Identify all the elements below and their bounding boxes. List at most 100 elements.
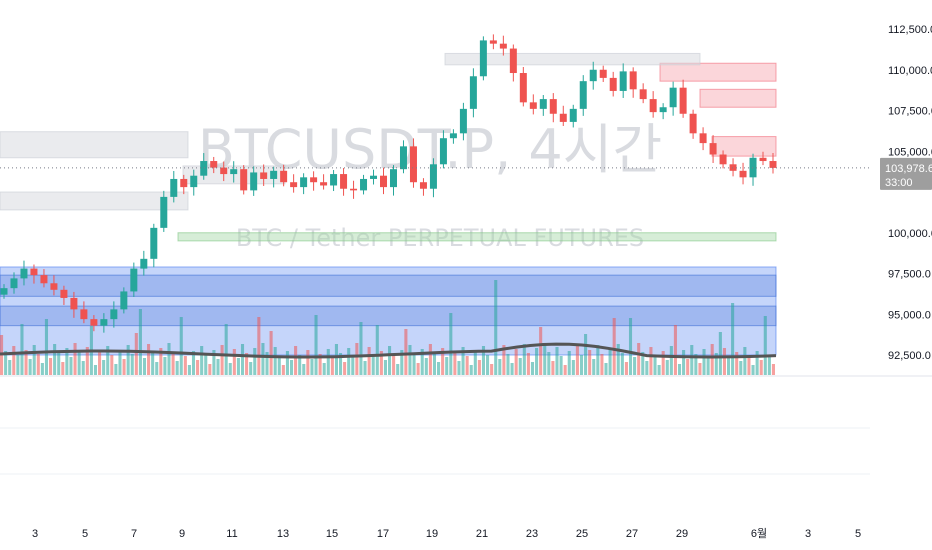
volume-bar (40, 363, 44, 375)
zone-neutral (444, 52, 701, 66)
time-tick-label: 15 (326, 528, 338, 540)
candle-body (569, 108, 577, 122)
candle-body (519, 73, 527, 103)
candle-body (509, 48, 517, 74)
candle-body (350, 188, 358, 191)
candle-body (200, 161, 208, 176)
price-tick-label: 95,000.0 (888, 309, 931, 321)
volume-bar (163, 357, 167, 375)
candle-body (170, 178, 178, 197)
candle-body (100, 319, 108, 326)
candle-body (659, 107, 667, 113)
volume-bar (265, 352, 269, 375)
volume-bar (208, 364, 212, 375)
volume-bar (36, 354, 40, 375)
time-tick-label: 29 (676, 528, 688, 540)
zone-demand-strong (0, 305, 777, 327)
candle-body (629, 71, 637, 90)
volume-bar (257, 317, 261, 375)
volume-bar (653, 356, 657, 375)
volume-bar (547, 352, 551, 375)
volume-bar (743, 347, 747, 375)
candle-body (669, 87, 677, 108)
volume-bar (706, 358, 710, 375)
volume-bar (661, 351, 665, 375)
candle-body (20, 268, 28, 279)
candle-body (220, 167, 228, 175)
time-tick-label: 25 (576, 528, 588, 540)
candle-body (559, 113, 567, 122)
volume-bar (392, 355, 396, 375)
time-tick-label: 11 (226, 528, 237, 540)
volume-bar (44, 319, 49, 375)
volume-bar (273, 347, 277, 375)
volume-bar (151, 353, 155, 375)
volume-bar (302, 364, 306, 375)
volume-bar (318, 354, 322, 375)
time-axis[interactable]: 3 5 7 9 11 13 15 17 19 21 23 25 27 29 6월 3 5 (32, 527, 861, 540)
volume-bar (673, 325, 677, 375)
volume-bar (702, 349, 706, 375)
volume-bar (481, 346, 486, 375)
volume-bar (722, 348, 726, 375)
candle-body (0, 288, 8, 295)
volume-bar (698, 363, 702, 375)
volume-bar (57, 353, 61, 375)
volume-bar (147, 344, 151, 375)
candle-body (320, 182, 328, 186)
volume-bar (551, 361, 555, 375)
volume-bar (449, 313, 453, 375)
volume-bar (269, 331, 273, 375)
candle-body (619, 71, 627, 91)
lower-pane (0, 375, 932, 475)
volume-bar (526, 353, 530, 375)
candle-body (589, 69, 597, 82)
candle-body (40, 275, 48, 284)
volume-bar (236, 358, 240, 375)
volume-bar (645, 361, 649, 375)
volume-bar (338, 353, 343, 375)
time-tick-label: 6월 (751, 527, 767, 540)
candle-body (489, 40, 497, 44)
volume-bar (579, 355, 584, 375)
volume-bar (130, 354, 134, 375)
volume-bar (400, 350, 404, 375)
candle-body (479, 40, 487, 77)
volume-bar (686, 359, 690, 375)
volume-bar (388, 346, 392, 375)
volume-bar (559, 356, 563, 375)
candle-body (380, 175, 388, 188)
candle-body (160, 196, 168, 228)
candle-body (150, 227, 158, 259)
volume-bar (28, 359, 32, 375)
candle-body (10, 278, 18, 289)
candle-body (609, 77, 617, 91)
time-tick-label: 27 (626, 528, 638, 540)
volume-bar (486, 355, 490, 375)
volume-bar (767, 355, 771, 375)
volume-bar (428, 344, 432, 375)
volume-bar (731, 303, 735, 375)
volume-bar (196, 360, 200, 375)
time-tick-label: 9 (179, 528, 185, 540)
volume-bar (359, 322, 363, 375)
volume-bar (134, 333, 138, 375)
volume-bar (567, 351, 571, 375)
candle-body (539, 99, 547, 109)
price-axis[interactable]: 112,500.0 110,000.0 107,500.0 105,000.0 100,… (880, 24, 932, 362)
volume-bar (281, 365, 285, 375)
volume-bar (694, 354, 698, 375)
time-tick-label: 7 (131, 528, 137, 540)
volume-bar (628, 318, 633, 375)
volume-bar (457, 361, 461, 375)
volume-bar (555, 347, 559, 375)
time-tick-label: 3 (32, 528, 38, 540)
volume-bar (588, 350, 592, 375)
price-tick-label: 110,000.0 (888, 65, 932, 77)
time-tick-label: 17 (377, 528, 389, 540)
volume-bar (522, 344, 526, 375)
volume-bar (396, 364, 400, 375)
price-tick-label: 112,500.0 (888, 24, 932, 36)
candle-body (120, 291, 128, 310)
